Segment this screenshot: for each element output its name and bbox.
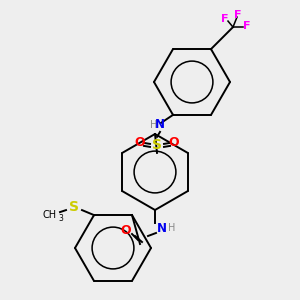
Text: H: H [168,223,176,233]
Text: F: F [243,21,251,31]
Text: N: N [155,118,165,131]
Text: F: F [234,10,242,20]
Text: F: F [221,14,229,24]
Text: S: S [69,200,79,214]
Text: N: N [157,221,167,235]
Text: 3: 3 [58,214,63,223]
Text: CH: CH [43,210,57,220]
Text: O: O [135,136,145,149]
Text: O: O [121,224,131,236]
Text: H: H [150,120,157,130]
Text: O: O [169,136,179,149]
Text: S: S [152,138,162,152]
